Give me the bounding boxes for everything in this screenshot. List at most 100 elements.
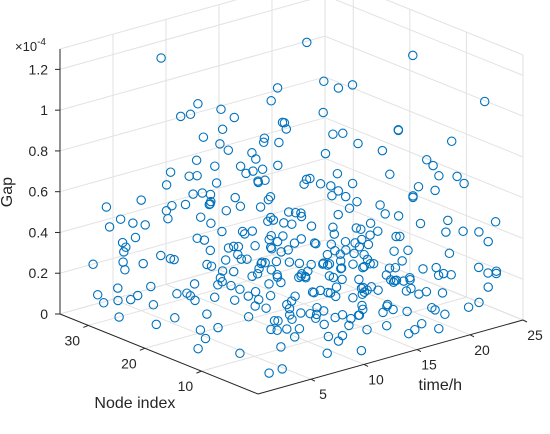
data-point bbox=[269, 315, 280, 326]
data-point bbox=[206, 218, 216, 229]
data-point bbox=[88, 259, 98, 270]
back-wall-grid-line bbox=[59, 76, 326, 152]
data-point bbox=[235, 161, 246, 172]
data-point bbox=[413, 181, 424, 192]
data-point bbox=[266, 96, 276, 106]
data-point bbox=[193, 99, 203, 109]
x-tick bbox=[363, 363, 369, 367]
data-point bbox=[380, 209, 390, 219]
data-point bbox=[276, 247, 286, 257]
data-point bbox=[363, 239, 374, 250]
data-point bbox=[309, 238, 320, 248]
data-point bbox=[311, 309, 322, 320]
data-point bbox=[474, 227, 484, 237]
data-point bbox=[311, 239, 321, 249]
back-wall-grid-line bbox=[59, 198, 326, 274]
data-point bbox=[264, 368, 274, 378]
data-point bbox=[257, 257, 267, 267]
data-point bbox=[198, 132, 209, 142]
data-point bbox=[335, 256, 346, 266]
data-point bbox=[210, 161, 220, 171]
data-point bbox=[353, 138, 363, 149]
back-wall-grid-line bbox=[59, 117, 326, 193]
data-point bbox=[175, 111, 186, 122]
data-point bbox=[283, 207, 294, 217]
side-wall-grid-line bbox=[324, 157, 524, 239]
data-point bbox=[414, 289, 424, 299]
data-point bbox=[195, 325, 206, 335]
data-point bbox=[156, 53, 166, 63]
data-point bbox=[359, 249, 369, 260]
data-point bbox=[206, 261, 217, 271]
data-point bbox=[136, 195, 146, 205]
data-point bbox=[378, 307, 388, 318]
data-point bbox=[279, 218, 289, 228]
data-point bbox=[299, 179, 309, 189]
data-point bbox=[282, 324, 292, 334]
data-point bbox=[434, 323, 444, 334]
data-point bbox=[326, 181, 336, 191]
y-tick-label: 30 bbox=[64, 332, 80, 348]
floor-grid-line bbox=[218, 269, 418, 351]
data-point bbox=[330, 291, 341, 302]
z-axis-exponent-prefix: ×10 bbox=[15, 39, 37, 54]
data-point bbox=[256, 258, 266, 269]
data-point bbox=[296, 234, 307, 244]
data-point bbox=[213, 322, 223, 333]
data-point bbox=[305, 173, 315, 184]
z-axis-exponent: ×10-4 bbox=[15, 37, 46, 54]
data-point bbox=[138, 258, 148, 269]
x-tick bbox=[522, 319, 528, 323]
data-point bbox=[330, 312, 340, 323]
z-tick-label: 0.8 bbox=[29, 143, 49, 159]
data-point bbox=[217, 124, 228, 135]
data-point bbox=[319, 76, 329, 87]
data-point bbox=[237, 226, 248, 237]
y-tick bbox=[83, 324, 89, 328]
x-tick-label: 25 bbox=[527, 327, 543, 343]
z-tick-label: 0.4 bbox=[29, 224, 49, 240]
data-point bbox=[359, 261, 369, 272]
data-point bbox=[223, 145, 234, 155]
side-wall-grid-line bbox=[324, 198, 524, 280]
z-tick-label: 1.2 bbox=[29, 61, 49, 77]
data-point bbox=[266, 324, 276, 335]
data-point bbox=[172, 289, 182, 299]
data-point bbox=[265, 290, 276, 301]
data-point bbox=[290, 207, 301, 218]
data-point bbox=[217, 266, 228, 276]
data-point bbox=[92, 290, 103, 300]
data-point bbox=[341, 245, 351, 255]
data-point bbox=[151, 319, 162, 330]
data-point bbox=[190, 295, 200, 306]
data-point bbox=[278, 231, 288, 241]
data-point bbox=[189, 279, 200, 289]
data-point bbox=[340, 191, 351, 202]
data-point bbox=[258, 137, 269, 148]
data-point bbox=[479, 96, 490, 107]
data-point bbox=[188, 189, 198, 199]
data-point bbox=[113, 295, 123, 306]
data-point bbox=[473, 262, 484, 273]
data-point bbox=[118, 257, 128, 267]
floor-grid-line bbox=[112, 298, 312, 380]
data-point bbox=[458, 226, 468, 237]
data-point bbox=[272, 325, 282, 336]
data-point bbox=[169, 254, 179, 265]
data-point bbox=[338, 128, 348, 139]
data-point bbox=[205, 245, 216, 256]
data-point bbox=[474, 297, 484, 308]
data-point bbox=[381, 270, 392, 280]
data-point bbox=[434, 171, 444, 181]
data-point bbox=[347, 80, 358, 90]
data-point bbox=[403, 245, 413, 256]
data-point bbox=[243, 291, 254, 301]
data-point bbox=[328, 222, 338, 233]
data-point bbox=[165, 253, 176, 264]
data-point bbox=[415, 218, 426, 229]
data-point bbox=[410, 324, 420, 335]
data-point bbox=[254, 263, 264, 274]
side-wall-grid-line bbox=[324, 35, 524, 117]
data-point bbox=[333, 186, 344, 196]
